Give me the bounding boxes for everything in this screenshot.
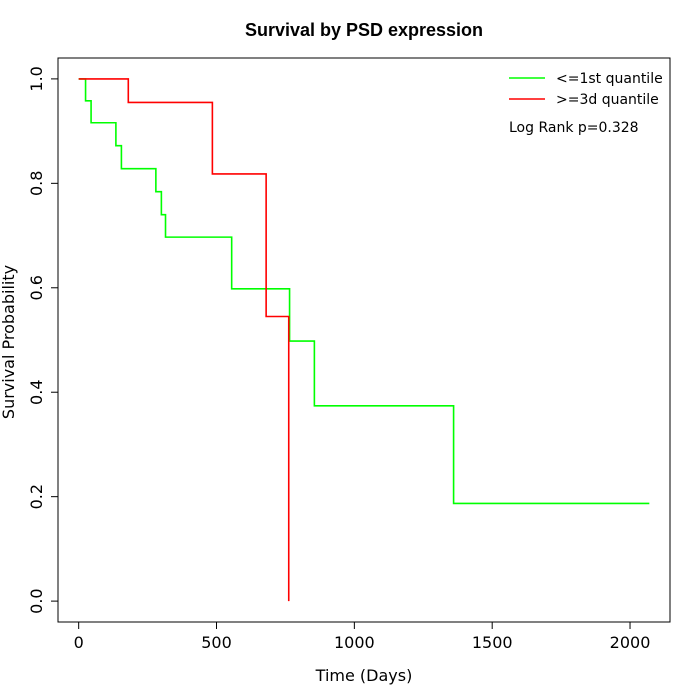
legend-label: >=3d quantile bbox=[556, 92, 659, 108]
y-tick-label: 0.8 bbox=[27, 171, 46, 196]
chart-title: Survival by PSD expression bbox=[245, 20, 483, 40]
y-tick-label: 0.2 bbox=[27, 484, 46, 509]
plot-frame bbox=[57, 57, 671, 623]
x-axis: 0 500 1000 1500 2000 bbox=[74, 622, 651, 652]
x-tick-label: 2000 bbox=[610, 633, 651, 652]
y-tick-label: 1.0 bbox=[27, 66, 46, 91]
x-tick-label: 1000 bbox=[334, 633, 375, 652]
x-tick-label: 0 bbox=[74, 633, 84, 652]
survival-curves bbox=[78, 78, 650, 602]
legend: <=1st quantile >=3d quantile bbox=[509, 71, 663, 108]
series-line-0 bbox=[78, 78, 650, 505]
legend-label: <=1st quantile bbox=[556, 71, 663, 87]
log-rank-annotation: Log Rank p=0.328 bbox=[509, 120, 639, 136]
y-axis-label: Survival Probability bbox=[0, 265, 18, 419]
y-tick-label: 0.0 bbox=[27, 588, 46, 613]
x-axis-label: Time (Days) bbox=[315, 666, 413, 685]
x-tick-label: 1500 bbox=[472, 633, 513, 652]
series-line-1 bbox=[78, 78, 290, 602]
y-tick-label: 0.6 bbox=[27, 275, 46, 300]
y-axis: 0.0 0.2 0.4 0.6 0.8 1.0 bbox=[27, 66, 58, 614]
y-tick-label: 0.4 bbox=[27, 379, 46, 404]
x-tick-label: 500 bbox=[201, 633, 232, 652]
